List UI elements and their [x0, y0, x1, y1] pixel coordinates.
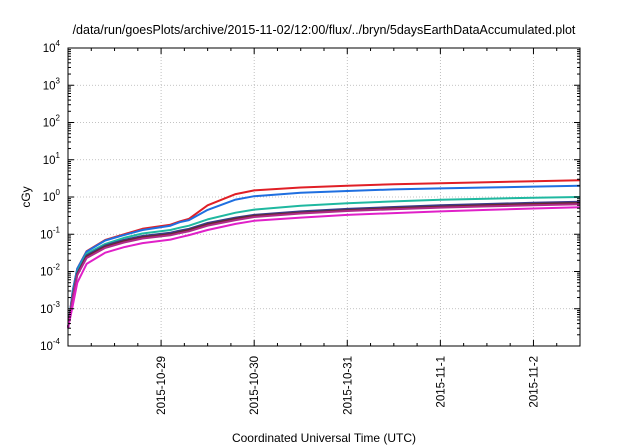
y-tick-label: 100	[43, 188, 61, 204]
series-line-2	[67, 184, 581, 329]
y-tick-label: 10-1	[40, 225, 60, 241]
series-line-7	[67, 206, 581, 329]
x-tick-label: 2015-10-31	[342, 356, 354, 415]
x-axis-label: Coordinated Universal Time (UTC)	[232, 431, 416, 445]
y-tick-label: 104	[43, 39, 61, 55]
y-tick-label: 103	[43, 76, 61, 92]
series-line-4	[67, 200, 581, 329]
series-line-3	[67, 196, 581, 329]
y-tick-label: 10-2	[40, 263, 60, 279]
series-line-5	[67, 202, 581, 329]
series-line-1	[67, 179, 581, 329]
y-tick-label: 101	[43, 151, 61, 167]
x-tick-label: 2015-10-29	[156, 356, 168, 415]
y-tick-label: 102	[43, 114, 61, 130]
series-group	[67, 179, 581, 329]
chart-title: /data/run/goesPlots/archive/2015-11-02/1…	[73, 23, 576, 37]
y-tick-label: 10-3	[40, 300, 60, 316]
y-axis: 10-4 10-3 10-2 10-1 100 101 102 103 104	[40, 39, 580, 353]
y-axis-label: cGy	[19, 186, 33, 207]
x-tick-label: 2015-11-1	[435, 356, 447, 408]
y-tick-label: 10-4	[40, 337, 60, 353]
x-axis: 2015-10-29 2015-10-30 2015-10-31 2015-11-1 2…	[90, 48, 558, 415]
x-tick-label: 2015-10-30	[249, 356, 261, 415]
grid	[68, 48, 580, 346]
series-line-6	[67, 203, 581, 329]
x-tick-label: 2015-11-2	[528, 356, 540, 408]
